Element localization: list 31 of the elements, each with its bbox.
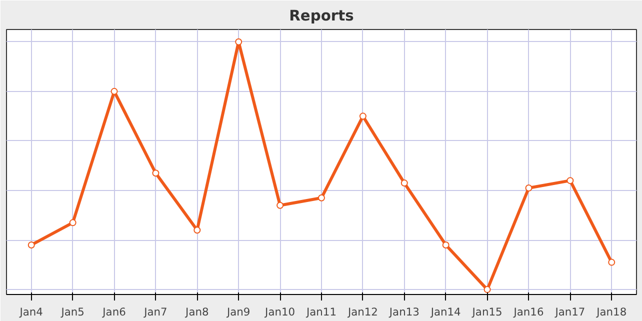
point xyxy=(359,112,366,120)
point xyxy=(484,286,491,294)
chart-title: Reports xyxy=(289,8,354,24)
x-tick-label: Jan15 xyxy=(471,306,502,318)
x-tick-label: Jan17 xyxy=(554,306,586,318)
x-tick-label: Jan8 xyxy=(184,306,209,318)
x-tick-label: Jan9 xyxy=(226,306,250,318)
point xyxy=(318,194,325,202)
point xyxy=(28,241,35,248)
x-tick-label: Jan7 xyxy=(143,306,168,318)
point xyxy=(566,177,574,184)
x-tick-label: Jan10 xyxy=(264,306,296,318)
point xyxy=(235,38,242,46)
x-tick-label: Jan18 xyxy=(596,306,627,318)
x-tick-label: Jan13 xyxy=(388,306,420,318)
x-tick-label: Jan12 xyxy=(346,306,378,318)
x-tick-label: Jan6 xyxy=(102,306,126,318)
point xyxy=(194,226,201,234)
point xyxy=(69,219,76,226)
x-tick-label: Jan5 xyxy=(60,306,84,318)
point xyxy=(276,202,284,209)
point xyxy=(608,258,616,266)
point xyxy=(110,88,118,95)
x-tick-label: Jan4 xyxy=(18,306,44,318)
point xyxy=(442,241,450,248)
x-tick-label: Jan16 xyxy=(512,306,544,318)
point xyxy=(152,170,160,177)
x-tick-label: Jan14 xyxy=(430,306,462,318)
point xyxy=(525,184,532,192)
x-tick-label: Jan11 xyxy=(306,306,337,318)
point xyxy=(400,180,408,187)
